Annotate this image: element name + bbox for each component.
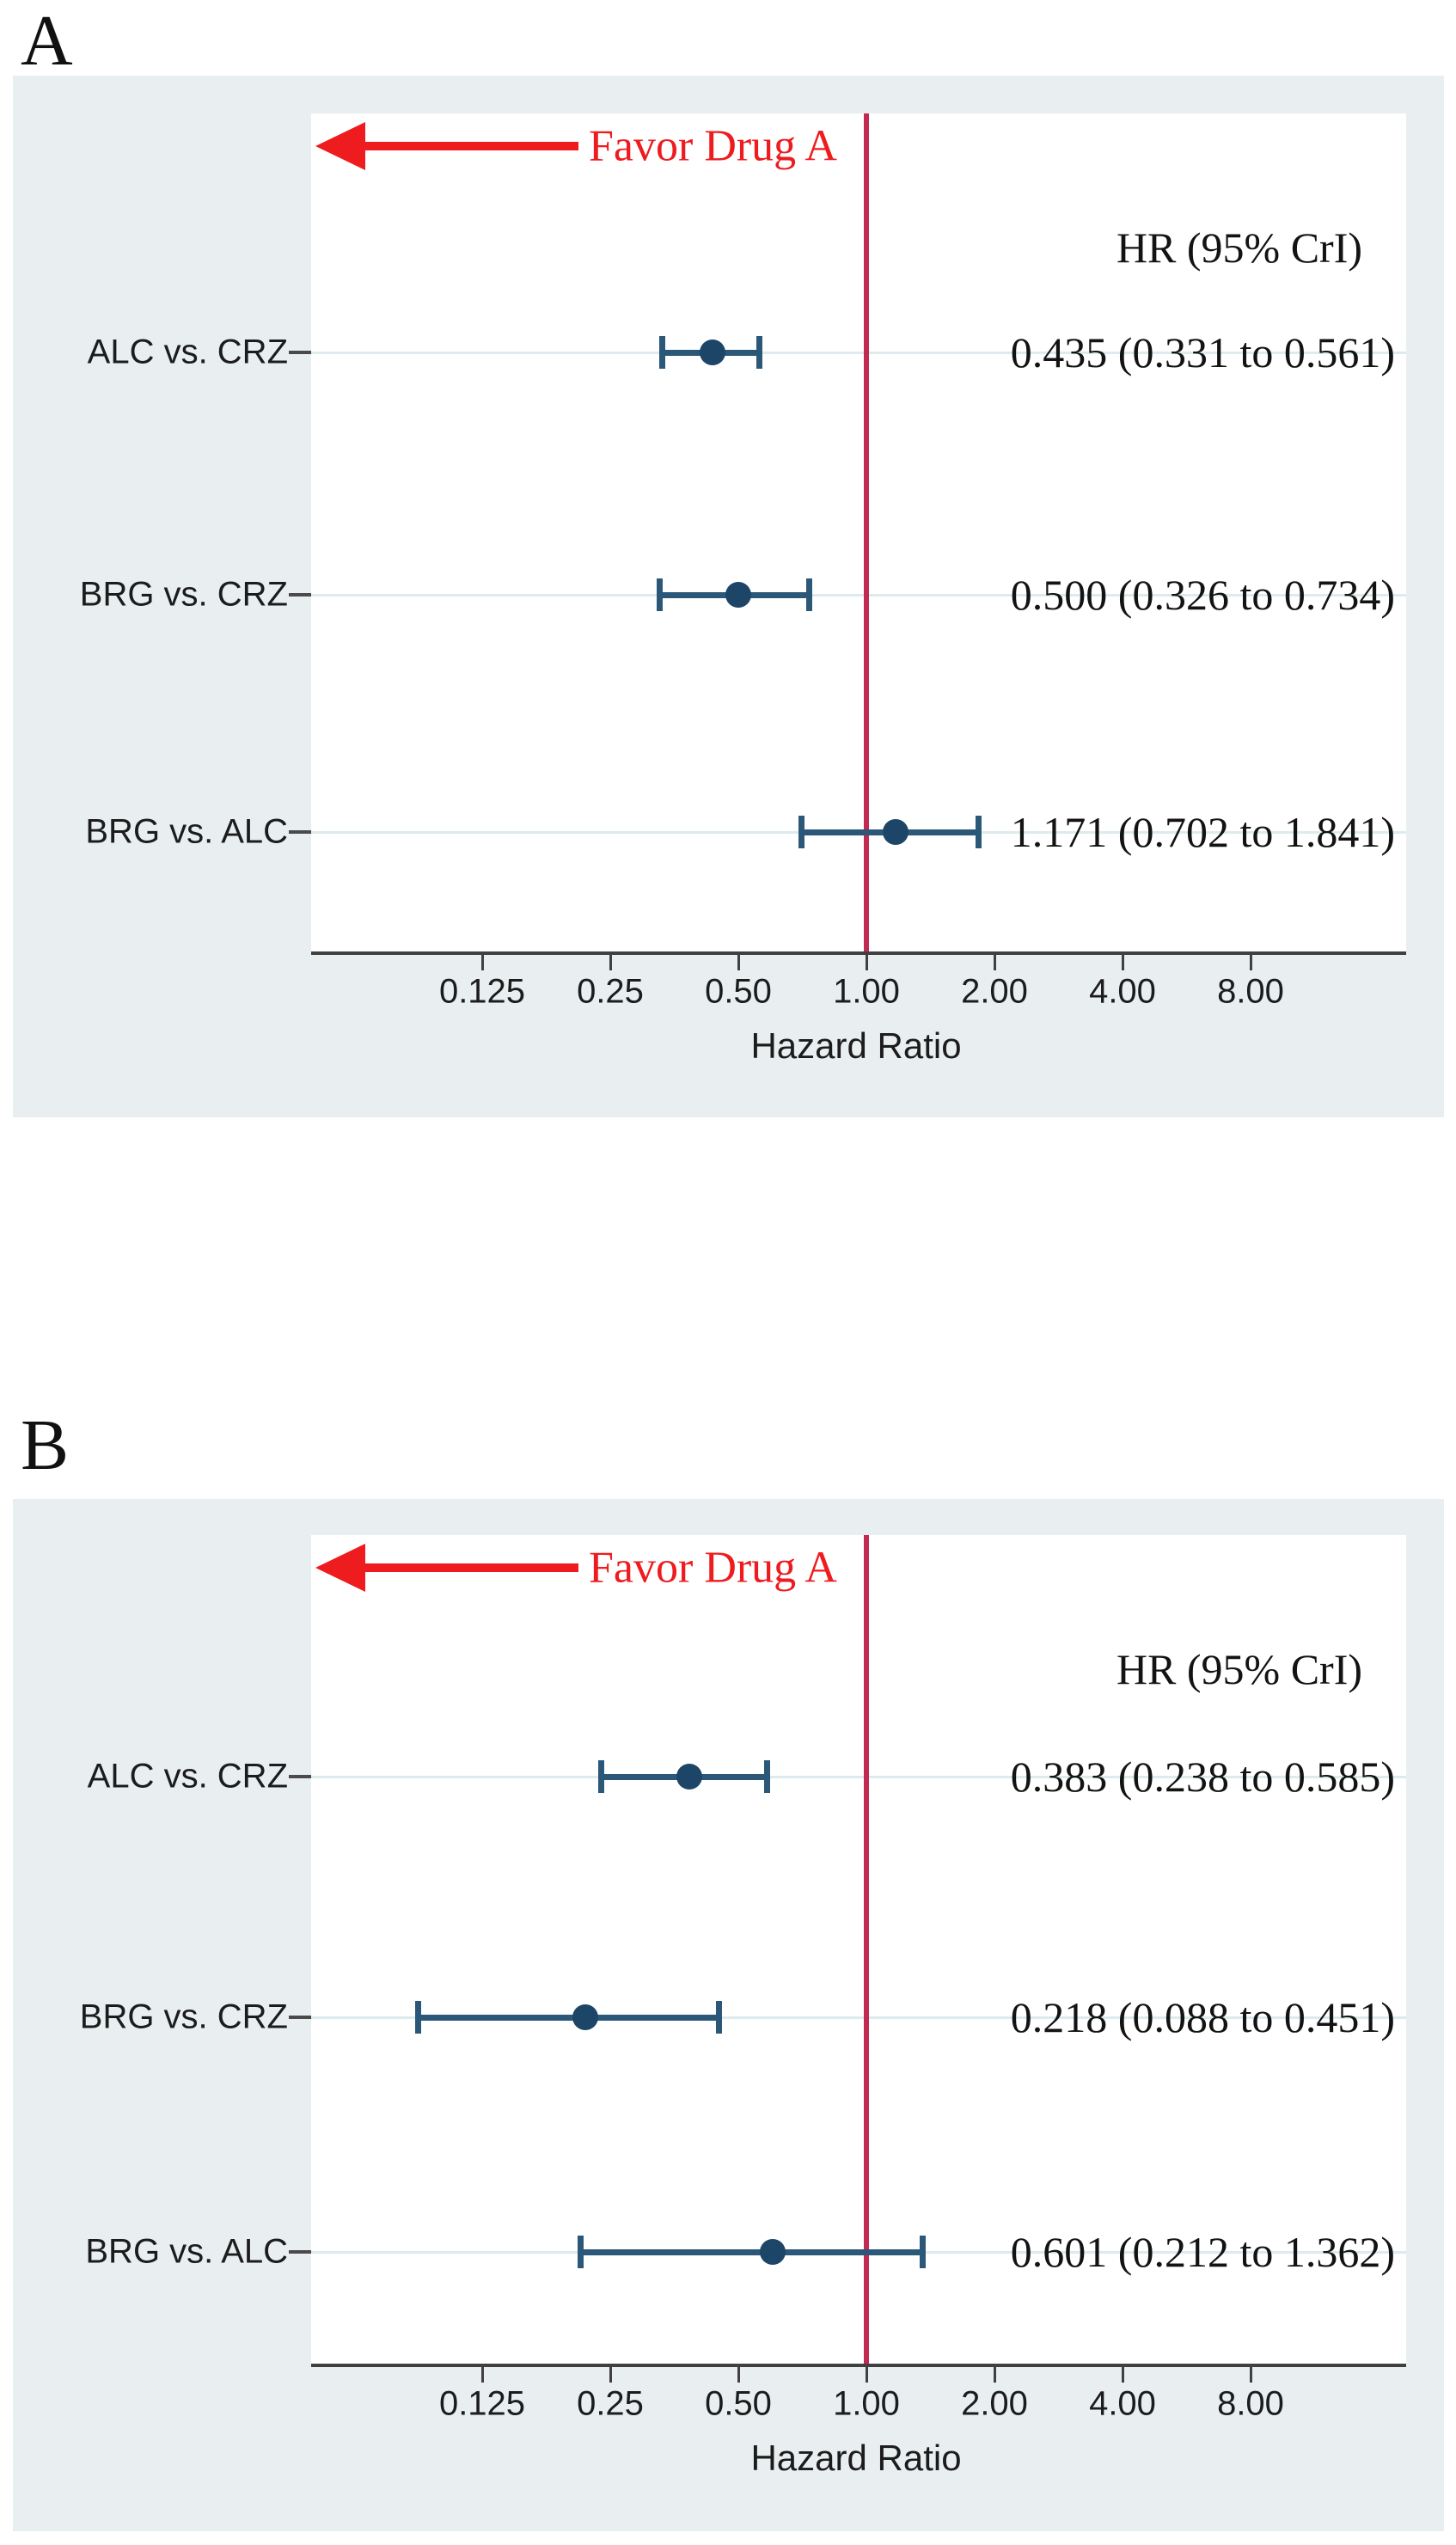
x-tick-mark <box>994 2367 996 2383</box>
x-tick-label: 0.50 <box>705 972 772 1011</box>
x-tick-mark <box>481 955 484 970</box>
x-tick-mark <box>737 955 740 970</box>
row-label: BRG vs. ALC <box>85 2232 288 2271</box>
x-tick-mark <box>1250 2367 1252 2383</box>
x-tick-label: 8.00 <box>1217 972 1284 1011</box>
row-axis-tick <box>289 1775 311 1778</box>
favor-arrow-shaft <box>358 142 578 150</box>
plot-area <box>311 1535 1406 2364</box>
hr-value-text: 0.435 (0.331 to 0.561) <box>1010 328 1395 376</box>
x-tick-mark <box>1122 2367 1124 2383</box>
favor-drug-a-label: Favor Drug A <box>589 1543 837 1593</box>
ci-cap-left <box>577 2236 584 2268</box>
x-axis-title: Hazard Ratio <box>750 1025 962 1066</box>
x-tick-label: 4.00 <box>1089 2384 1156 2423</box>
x-tick-mark <box>609 2367 612 2383</box>
hr-value-text: 0.218 (0.088 to 0.451) <box>1010 1993 1395 2041</box>
hr-column-header: HR (95% CrI) <box>1116 1645 1362 1693</box>
point-estimate-dot <box>676 1764 702 1789</box>
row-label: BRG vs. CRZ <box>79 1997 288 2036</box>
point-estimate-dot <box>759 2239 786 2265</box>
row-guide-line <box>311 1776 1406 1778</box>
ci-line <box>579 2249 924 2255</box>
hr-value-text: 0.500 (0.326 to 0.734) <box>1010 571 1395 619</box>
row-axis-tick <box>289 830 311 834</box>
x-tick-mark <box>481 2367 484 2383</box>
x-axis-line <box>311 2364 1406 2367</box>
x-tick-mark <box>1122 955 1124 970</box>
x-tick-label: 1.00 <box>833 2384 900 2423</box>
row-guide-line <box>311 352 1406 354</box>
favor-arrow-head <box>315 122 365 170</box>
reference-line <box>864 113 869 951</box>
favor-arrow-shaft <box>358 1563 578 1572</box>
x-axis-line <box>311 951 1406 955</box>
row-axis-tick <box>289 2016 311 2019</box>
row-guide-line <box>311 594 1406 596</box>
x-tick-label: 0.50 <box>705 2384 772 2423</box>
ci-cap-right <box>763 1760 770 1793</box>
ci-cap-right <box>805 578 812 611</box>
x-tick-label: 0.25 <box>577 2384 644 2423</box>
favor-arrow-head <box>315 1544 365 1592</box>
row-label: BRG vs. ALC <box>85 812 288 851</box>
x-tick-label: 8.00 <box>1217 2384 1284 2423</box>
row-axis-tick <box>289 2250 311 2254</box>
row-label: ALC vs. CRZ <box>87 1757 288 1796</box>
x-tick-label: 0.125 <box>438 2384 526 2423</box>
row-axis-tick <box>289 351 311 354</box>
ci-cap-right <box>756 336 762 369</box>
plot-area <box>311 113 1406 951</box>
hr-value-text: 0.601 (0.212 to 1.362) <box>1010 2228 1395 2276</box>
point-estimate-dot <box>700 340 726 365</box>
ci-cap-left <box>598 1760 605 1793</box>
ci-cap-right <box>715 2001 722 2034</box>
panel-b-letter: B <box>21 1405 70 1485</box>
forest-plot-panel-a: Favor Drug A HR (95% CrI) ALC vs. CRZ 0.435… <box>13 76 1444 1117</box>
x-tick-label: 0.125 <box>438 972 526 1011</box>
x-tick-label: 4.00 <box>1089 972 1156 1011</box>
reference-line <box>864 1535 869 2364</box>
x-tick-label: 0.25 <box>577 972 644 1011</box>
hr-value-text: 0.383 (0.238 to 0.585) <box>1010 1753 1395 1801</box>
ci-cap-left <box>798 816 804 848</box>
x-tick-mark <box>994 955 996 970</box>
ci-cap-right <box>920 2236 927 2268</box>
point-estimate-dot <box>572 2004 598 2030</box>
panel-a-letter: A <box>21 1 73 81</box>
x-tick-label: 2.00 <box>961 2384 1028 2423</box>
x-tick-mark <box>737 2367 740 2383</box>
x-tick-mark <box>609 955 612 970</box>
x-axis-title: Hazard Ratio <box>750 2438 962 2478</box>
x-tick-mark <box>866 2367 868 2383</box>
hr-value-text: 1.171 (0.702 to 1.841) <box>1010 808 1395 856</box>
row-label: BRG vs. CRZ <box>79 575 288 614</box>
ci-cap-left <box>414 2001 421 2034</box>
ci-line <box>417 2015 719 2021</box>
ci-cap-left <box>657 578 664 611</box>
row-label: ALC vs. CRZ <box>87 333 288 371</box>
ci-cap-right <box>976 816 982 848</box>
hr-column-header: HR (95% CrI) <box>1116 223 1362 272</box>
point-estimate-dot <box>882 819 908 845</box>
ci-cap-left <box>659 336 666 369</box>
x-tick-mark <box>866 955 868 970</box>
favor-drug-a-label: Favor Drug A <box>589 121 837 171</box>
forest-plot-panel-b: Favor Drug A HR (95% CrI) ALC vs. CRZ 0.383… <box>13 1499 1444 2531</box>
x-tick-mark <box>1250 955 1252 970</box>
x-tick-label: 1.00 <box>833 972 900 1011</box>
point-estimate-dot <box>725 582 751 608</box>
x-tick-label: 2.00 <box>961 972 1028 1011</box>
row-axis-tick <box>289 593 311 596</box>
row-guide-line <box>311 2016 1406 2019</box>
